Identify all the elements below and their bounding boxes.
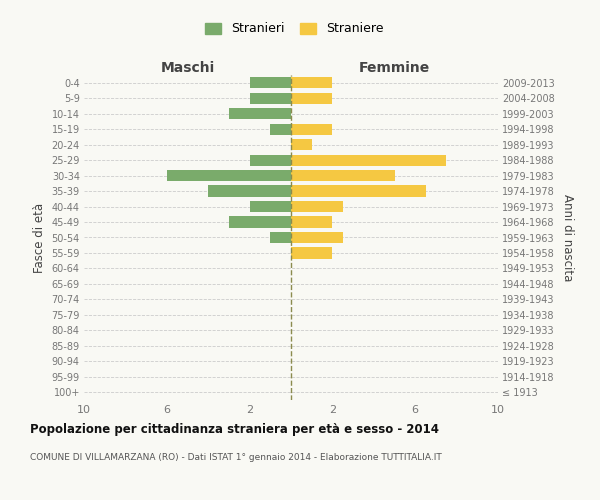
Bar	[291, 170, 395, 181]
Bar	[291, 216, 332, 228]
Text: Maschi: Maschi	[160, 61, 215, 75]
Y-axis label: Anni di nascita: Anni di nascita	[562, 194, 574, 281]
Bar	[271, 232, 291, 243]
Bar	[229, 216, 291, 228]
Bar	[291, 92, 332, 104]
Bar	[250, 154, 291, 166]
Bar	[291, 154, 446, 166]
Text: Popolazione per cittadinanza straniera per età e sesso - 2014: Popolazione per cittadinanza straniera p…	[30, 422, 439, 436]
Bar	[291, 186, 425, 196]
Text: COMUNE DI VILLAMARZANA (RO) - Dati ISTAT 1° gennaio 2014 - Elaborazione TUTTITAL: COMUNE DI VILLAMARZANA (RO) - Dati ISTAT…	[30, 452, 442, 462]
Bar	[208, 186, 291, 196]
Bar	[291, 232, 343, 243]
Bar	[271, 124, 291, 134]
Bar	[291, 124, 332, 134]
Bar	[229, 108, 291, 120]
Y-axis label: Fasce di età: Fasce di età	[33, 202, 46, 272]
Bar	[250, 92, 291, 104]
Bar	[291, 139, 312, 150]
Bar	[291, 248, 332, 258]
Bar	[291, 201, 343, 212]
Bar	[250, 201, 291, 212]
Bar	[291, 77, 332, 88]
Legend: Stranieri, Straniere: Stranieri, Straniere	[201, 18, 387, 40]
Bar	[167, 170, 291, 181]
Text: Femmine: Femmine	[359, 61, 430, 75]
Bar	[250, 77, 291, 88]
